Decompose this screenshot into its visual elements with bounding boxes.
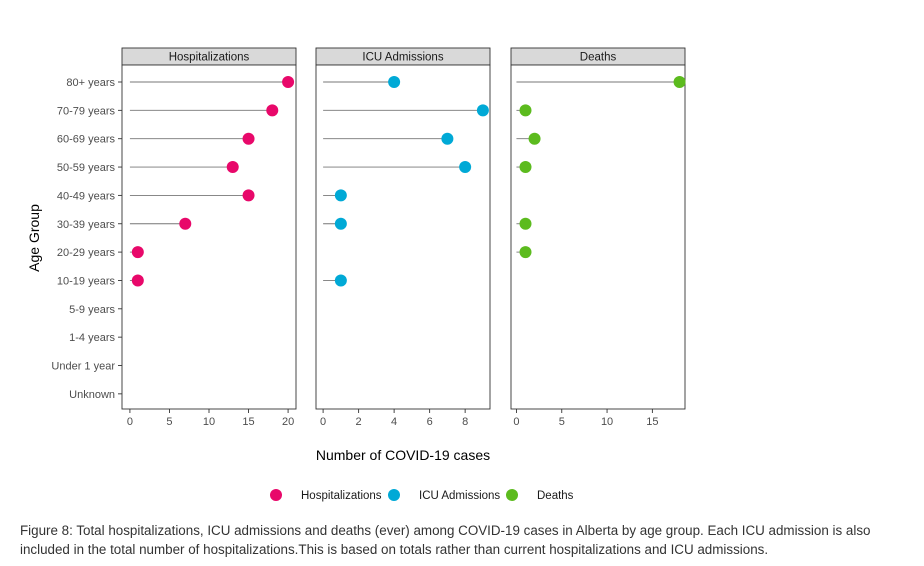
panel-title-deaths: Deaths [580,52,617,64]
figure-caption: Figure 8: Total hospitalizations, ICU ad… [20,523,871,557]
legend-key-deaths [506,489,518,501]
point-hospitalizations-50-59-years [226,161,239,174]
x-tick-label-deaths-0: 0 [513,416,519,428]
point-deaths-60-69-years [528,132,541,145]
x-tick-label-hospitalizations-0: 0 [127,416,133,428]
point-deaths-20-29-years [519,246,532,259]
y-axis: 80+ years 70-79 years 60-69 years 50-59 yea… [51,77,122,401]
panel-title-icu-admissions: ICU Admissions [362,52,443,64]
point-hospitalizations-30-39-years [179,217,192,230]
legend-key-icu-admissions [388,489,400,501]
point-icu-admissions-60-69-years [441,132,454,145]
point-deaths-70-79-years [519,104,532,117]
panel-deaths: Deaths 0 5 10 15 [510,47,686,428]
panel-plot-area-hospitalizations [121,64,297,410]
legend-key-hospitalizations [270,489,282,501]
legend: Hospitalizations ICU Admissions Deaths [270,489,574,502]
x-tick-label-icu-admissions-0: 0 [320,416,326,428]
x-tick-label-hospitalizations-20: 20 [282,416,294,428]
y-tick-label-5-9-years: 5-9 years [69,304,115,316]
y-tick-label-under-1-year: Under 1 year [51,361,115,373]
point-icu-admissions-70-79-years [476,104,489,117]
x-tick-label-icu-admissions-6: 6 [427,416,433,428]
y-tick-label-80-years: 80+ years [66,77,115,89]
y-tick-label-30-39-years: 30-39 years [57,219,116,231]
x-tick-label-hospitalizations-15: 15 [242,416,254,428]
y-tick-label-50-59-years: 50-59 years [57,162,116,174]
y-tick-label-40-49-years: 40-49 years [57,190,116,202]
point-hospitalizations-10-19-years [131,274,144,287]
y-tick-label-70-79-years: 70-79 years [57,105,116,117]
point-hospitalizations-40-49-years [242,189,255,202]
point-deaths-30-39-years [519,217,532,230]
y-axis-title: Age Group [26,204,42,272]
point-hospitalizations-20-29-years [131,246,144,259]
point-hospitalizations-60-69-years [242,132,255,145]
point-deaths-50-59-years [519,161,532,174]
panel-title-hospitalizations: Hospitalizations [169,52,250,64]
point-deaths-80-years [673,76,686,88]
y-tick-label-10-19-years: 10-19 years [57,275,116,287]
x-tick-label-icu-admissions-8: 8 [462,416,468,428]
y-tick-label-1-4-years: 1-4 years [69,332,115,344]
point-hospitalizations-80-years [282,76,295,88]
y-tick-label-unknown: Unknown [69,389,115,401]
point-icu-admissions-50-59-years [459,161,472,174]
x-tick-label-deaths-10: 10 [601,416,613,428]
point-icu-admissions-30-39-years [334,217,347,230]
point-hospitalizations-70-79-years [266,104,279,117]
y-tick-label-20-29-years: 20-29 years [57,247,116,259]
legend-label-hospitalizations: Hospitalizations [301,490,382,502]
x-tick-label-hospitalizations-5: 5 [166,416,172,428]
panel-hospitalizations: Hospitalizations 0 5 10 15 20 [121,47,297,428]
x-tick-label-icu-admissions-4: 4 [391,416,397,428]
point-icu-admissions-10-19-years [334,274,347,287]
x-tick-label-hospitalizations-10: 10 [203,416,215,428]
x-tick-label-icu-admissions-2: 2 [356,416,362,428]
point-icu-admissions-80-years [388,76,401,88]
legend-label-icu-admissions: ICU Admissions [419,490,500,502]
x-tick-label-deaths-15: 15 [646,416,658,428]
panel-icu-admissions: ICU Admissions 0 2 4 6 8 [315,47,491,428]
x-axis-title: Number of COVID-19 cases [316,447,490,463]
panel-plot-area-icu-admissions [315,64,491,410]
panel-plot-area-deaths [510,64,686,410]
legend-label-deaths: Deaths [537,490,574,502]
y-tick-label-60-69-years: 60-69 years [57,134,116,146]
point-icu-admissions-40-49-years [334,189,347,202]
x-tick-label-deaths-5: 5 [559,416,565,428]
